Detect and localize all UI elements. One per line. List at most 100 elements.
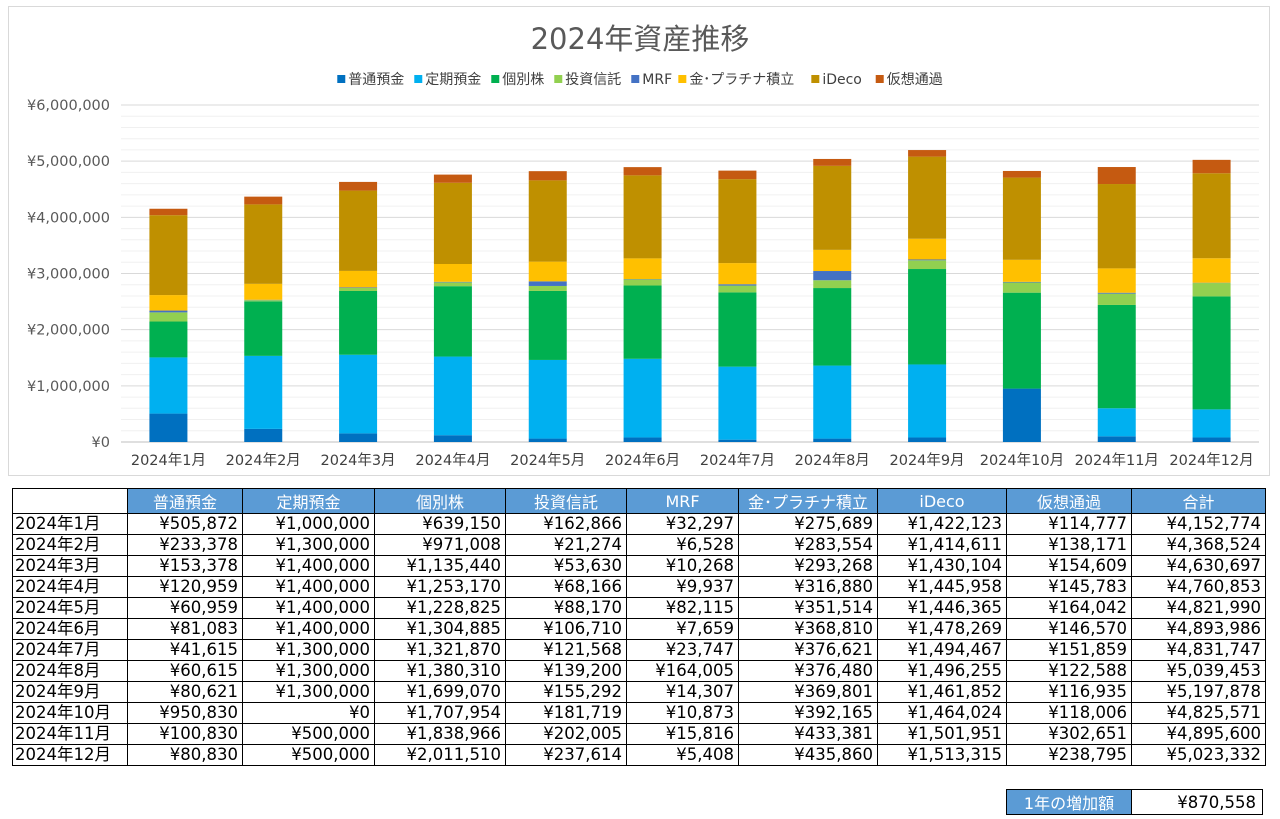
table-cell: ¥6,528 — [626, 534, 739, 556]
bar-segment — [433, 174, 472, 183]
table-cell: ¥53,630 — [505, 555, 627, 577]
legend-label: MRF — [642, 72, 672, 88]
row-month-label: 2024年6月 — [12, 618, 128, 640]
table-cell: ¥4,152,774 — [1131, 513, 1266, 535]
table-cell: ¥639,150 — [374, 513, 506, 535]
table-header-cell: MRF — [626, 488, 739, 514]
bar-segment — [813, 280, 852, 289]
bar-segment — [718, 284, 757, 286]
table-cell: ¥82,115 — [626, 597, 739, 619]
x-tick-label: 2024年6月 — [605, 452, 680, 469]
bar-segment — [813, 165, 852, 250]
bar-segment — [813, 365, 852, 439]
bar-segment — [1002, 177, 1041, 260]
bar-segment — [813, 271, 852, 281]
table-cell: ¥81,083 — [127, 618, 243, 640]
legend-label: 定期預金 — [425, 72, 481, 88]
table-cell: ¥293,268 — [738, 555, 878, 577]
bar-segment — [623, 279, 662, 286]
bar-segment — [1002, 282, 1041, 293]
table-cell: ¥164,042 — [1006, 597, 1132, 619]
bar-segment — [339, 433, 378, 442]
table-cell: ¥1,228,825 — [374, 597, 506, 619]
bar-segment — [813, 288, 852, 366]
bar-segment — [149, 321, 188, 358]
table-cell: ¥316,880 — [738, 576, 878, 598]
table-cell: ¥10,873 — [626, 702, 739, 724]
bar-segment — [1097, 268, 1136, 293]
table-cell: ¥88,170 — [505, 597, 627, 619]
legend-label: 個別株 — [502, 72, 544, 88]
legend-label: iDeco — [822, 72, 862, 88]
bar-segment — [1002, 388, 1041, 442]
table-cell: ¥5,039,453 — [1131, 660, 1266, 682]
bar-segment — [1097, 304, 1136, 409]
table-cell: ¥500,000 — [242, 744, 375, 766]
bar-segment — [433, 356, 472, 436]
bar-segment — [1097, 408, 1136, 437]
table-cell: ¥392,165 — [738, 702, 878, 724]
table-cell: ¥1,400,000 — [242, 555, 375, 577]
x-tick-label: 2024年4月 — [415, 452, 490, 469]
row-month-label: 2024年11月 — [12, 723, 128, 745]
bar-segment — [813, 158, 852, 166]
legend-label: 普通預金 — [348, 72, 404, 88]
table-cell: ¥15,816 — [626, 723, 739, 745]
bar-segment — [623, 285, 662, 359]
table-cell: ¥181,719 — [505, 702, 627, 724]
x-tick-label: 2024年8月 — [795, 452, 870, 469]
bar-segment — [1097, 436, 1136, 442]
bar-segment — [339, 190, 378, 271]
legend-swatch — [875, 75, 884, 83]
table-cell: ¥505,872 — [127, 513, 243, 535]
table-cell: ¥1,422,123 — [877, 513, 1007, 535]
legend-swatch — [554, 75, 563, 83]
table-cell: ¥1,494,467 — [877, 639, 1007, 661]
legend-label: 金･プラチナ積立 — [689, 72, 794, 88]
table-row: 2024年10月 ¥950,830 ¥0 ¥1,707,954 ¥181,719 ¥10,… — [12, 702, 1266, 724]
table-cell: ¥106,710 — [505, 618, 627, 640]
table-cell: ¥5,408 — [626, 744, 739, 766]
table-cell: ¥1,501,951 — [877, 723, 1007, 745]
table-header-cell: 金･プラチナ積立 — [738, 488, 878, 514]
bar-segment — [528, 180, 567, 262]
table-cell: ¥1,380,310 — [374, 660, 506, 682]
table-cell: ¥139,200 — [505, 660, 627, 682]
table-cell: ¥1,300,000 — [242, 639, 375, 661]
bar-segment — [623, 258, 662, 280]
legend-label: 投資信託 — [565, 72, 621, 88]
bar-segment — [718, 292, 757, 367]
table-cell: ¥153,378 — [127, 555, 243, 577]
bar-segment — [1002, 259, 1041, 282]
row-month-label: 2024年9月 — [12, 681, 128, 703]
bar-segment — [623, 167, 662, 176]
chart-area: 2024年資産推移 ¥0 ¥1,000,000 ¥2,000,000 ¥3,000,00… — [8, 6, 1270, 476]
table-cell: ¥41,615 — [127, 639, 243, 661]
bar-segment — [244, 301, 283, 356]
x-tick-label: 2024年2月 — [226, 452, 301, 469]
table-cell: ¥435,860 — [738, 744, 878, 766]
bar-segment — [718, 366, 757, 440]
table-row: 2024年1月 ¥505,872 ¥1,000,000 ¥639,150 ¥162,86… — [12, 513, 1266, 535]
row-month-label: 2024年3月 — [12, 555, 128, 577]
table-cell: ¥100,830 — [127, 723, 243, 745]
table-header-row: 普通預金 定期預金 個別株 投資信託 MRF 金･プラチナ積立 iDeco 仮想通過 合計 — [12, 488, 1266, 514]
table-cell: ¥138,171 — [1006, 534, 1132, 556]
table-row: 2024年5月 ¥60,959 ¥1,400,000 ¥1,228,825 ¥88,17… — [12, 597, 1266, 619]
table-cell: ¥146,570 — [1006, 618, 1132, 640]
bar-segment — [149, 208, 188, 216]
row-month-label: 2024年8月 — [12, 660, 128, 682]
table-cell: ¥4,831,747 — [1131, 639, 1266, 661]
table-cell: ¥80,621 — [127, 681, 243, 703]
bar-segment — [528, 171, 567, 181]
table-cell: ¥1,461,852 — [877, 681, 1007, 703]
table-cell: ¥376,480 — [738, 660, 878, 682]
bar-segment — [244, 300, 283, 302]
table-cell: ¥114,777 — [1006, 513, 1132, 535]
summary-table: 1年の増加額 ¥870,558 — [1006, 789, 1263, 815]
y-tick-label: ¥2,000,000 — [27, 323, 110, 339]
legend-swatch — [337, 75, 346, 83]
table-cell: ¥1,496,255 — [877, 660, 1007, 682]
table-cell: ¥5,197,878 — [1131, 681, 1266, 703]
table-cell: ¥9,937 — [626, 576, 739, 598]
